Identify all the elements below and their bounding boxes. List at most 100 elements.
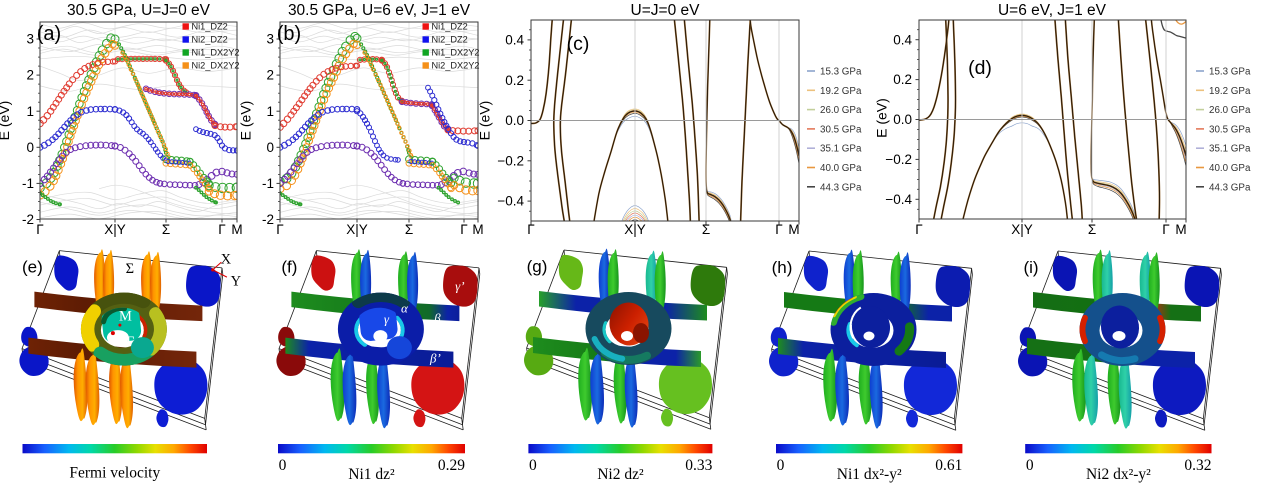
svg-text:Σ: Σ	[126, 261, 134, 277]
svg-text:35.1 GPa: 35.1 GPa	[1209, 144, 1251, 155]
svg-text:M: M	[119, 309, 132, 325]
svg-text:Ni2 dz²: Ni2 dz²	[597, 466, 644, 483]
svg-text:Ni1_DZ2: Ni1_DZ2	[432, 22, 468, 32]
svg-text:γ’: γ’	[455, 279, 464, 294]
svg-text:3: 3	[26, 32, 34, 47]
svg-text:19.2 GPa: 19.2 GPa	[820, 86, 862, 97]
svg-text:0.2: 0.2	[505, 73, 524, 88]
svg-text:Ni1 dz²: Ni1 dz²	[348, 466, 395, 483]
svg-text:Γ: Γ	[218, 222, 226, 237]
svg-text:X|Y: X|Y	[104, 222, 126, 237]
svg-text:X|Y: X|Y	[346, 222, 368, 237]
svg-text:44.3 GPa: 44.3 GPa	[820, 182, 862, 193]
svg-text:U=6 eV, J=1 eV: U=6 eV, J=1 eV	[998, 2, 1107, 19]
svg-text:Γ: Γ	[775, 222, 783, 237]
svg-text:0.29: 0.29	[438, 457, 465, 474]
svg-text:0: 0	[1026, 457, 1034, 474]
svg-text:Ni2 dx²-y²: Ni2 dx²-y²	[1086, 466, 1151, 483]
svg-text:Γ: Γ	[1162, 222, 1170, 237]
svg-text:E (eV): E (eV)	[477, 101, 493, 141]
svg-text:X: X	[221, 252, 232, 268]
svg-text:Σ: Σ	[405, 222, 413, 237]
svg-text:Γ: Γ	[36, 222, 44, 237]
svg-text:0: 0	[266, 140, 274, 155]
svg-text:Ni1_DX2Y2: Ni1_DX2Y2	[192, 48, 240, 58]
svg-text:(a): (a)	[37, 23, 61, 45]
svg-text:(d): (d)	[968, 57, 992, 79]
svg-text:Ni2_DZ2: Ni2_DZ2	[192, 35, 228, 45]
svg-text:44.3 GPa: 44.3 GPa	[1209, 182, 1251, 193]
svg-text:0.0: 0.0	[893, 112, 912, 127]
svg-text:15.3 GPa: 15.3 GPa	[1209, 67, 1251, 78]
svg-text:γ: γ	[384, 312, 390, 327]
svg-text:β: β	[433, 311, 441, 326]
svg-text:26.0 GPa: 26.0 GPa	[820, 105, 862, 116]
svg-text:19.2 GPa: 19.2 GPa	[1209, 86, 1251, 97]
svg-text:M: M	[472, 222, 483, 237]
svg-text:(c): (c)	[567, 33, 590, 55]
svg-text:Γ: Γ	[460, 222, 468, 237]
svg-text:(b): (b)	[277, 23, 301, 45]
svg-text:Σ: Σ	[162, 222, 170, 237]
svg-text:0: 0	[777, 457, 785, 474]
svg-text:Γ: Γ	[126, 334, 134, 349]
svg-text:30.5 GPa, U=J=0 eV: 30.5 GPa, U=J=0 eV	[67, 2, 211, 19]
svg-text:(f): (f)	[281, 258, 297, 277]
svg-text:X|Y: X|Y	[624, 222, 646, 237]
svg-text:0.4: 0.4	[505, 33, 524, 48]
svg-text:−0.4: −0.4	[885, 192, 912, 207]
svg-text:E (eV): E (eV)	[238, 101, 254, 141]
svg-text:−0.2: −0.2	[497, 153, 524, 168]
svg-text:M: M	[788, 222, 799, 237]
svg-text:0.0: 0.0	[505, 113, 524, 128]
svg-text:E (eV): E (eV)	[0, 101, 12, 141]
svg-text:−0.2: −0.2	[885, 152, 912, 167]
svg-text:30.5 GPa: 30.5 GPa	[1209, 124, 1251, 135]
svg-text:40.0 GPa: 40.0 GPa	[1209, 163, 1251, 174]
svg-text:0.32: 0.32	[1184, 457, 1211, 474]
svg-text:1: 1	[26, 104, 34, 119]
svg-text:3: 3	[266, 32, 274, 47]
svg-text:0: 0	[279, 457, 287, 474]
svg-text:26.0 GPa: 26.0 GPa	[1209, 105, 1251, 116]
svg-text:Γ: Γ	[276, 222, 284, 237]
svg-text:30.5 GPa: 30.5 GPa	[820, 124, 862, 135]
svg-text:(e): (e)	[22, 258, 43, 277]
svg-text:-2: -2	[262, 212, 274, 227]
svg-text:-1: -1	[22, 176, 34, 191]
svg-text:β’: β’	[429, 351, 441, 366]
svg-text:40.0 GPa: 40.0 GPa	[820, 163, 862, 174]
svg-text:35.1 GPa: 35.1 GPa	[820, 144, 862, 155]
svg-text:Σ: Σ	[1088, 222, 1096, 237]
svg-text:Fermi velocity: Fermi velocity	[69, 465, 160, 482]
svg-text:Ni1_DX2Y2: Ni1_DX2Y2	[432, 48, 480, 58]
svg-text:0.33: 0.33	[685, 457, 712, 474]
svg-text:Ni1 dx²-y²: Ni1 dx²-y²	[837, 466, 902, 483]
svg-text:Ni1_DZ2: Ni1_DZ2	[192, 22, 228, 32]
svg-text:0: 0	[529, 457, 537, 474]
svg-text:0.2: 0.2	[893, 72, 912, 87]
svg-text:Γ: Γ	[915, 222, 923, 237]
svg-text:(h): (h)	[772, 258, 793, 277]
svg-text:-2: -2	[22, 212, 34, 227]
svg-text:(g): (g)	[527, 257, 548, 276]
svg-text:Ni2_DX2Y2: Ni2_DX2Y2	[192, 61, 240, 71]
svg-text:Ni2_DZ2: Ni2_DZ2	[432, 35, 468, 45]
svg-text:0.4: 0.4	[893, 32, 912, 47]
svg-text:M: M	[231, 222, 242, 237]
svg-text:α: α	[401, 301, 409, 316]
svg-text:15.3 GPa: 15.3 GPa	[820, 67, 862, 78]
svg-text:Γ: Γ	[527, 222, 535, 237]
svg-text:1: 1	[266, 104, 274, 119]
svg-text:Σ: Σ	[702, 222, 710, 237]
svg-text:−0.4: −0.4	[497, 194, 524, 209]
svg-text:2: 2	[266, 68, 274, 83]
svg-text:0: 0	[26, 140, 34, 155]
svg-text:E (eV): E (eV)	[874, 98, 890, 138]
svg-text:X|Y: X|Y	[1011, 222, 1033, 237]
svg-text:M: M	[1175, 222, 1186, 237]
svg-text:2: 2	[26, 68, 34, 83]
svg-text:(i): (i)	[1023, 258, 1038, 277]
svg-text:Ni2_DX2Y2: Ni2_DX2Y2	[432, 61, 480, 71]
svg-text:U=J=0 eV: U=J=0 eV	[631, 2, 701, 19]
